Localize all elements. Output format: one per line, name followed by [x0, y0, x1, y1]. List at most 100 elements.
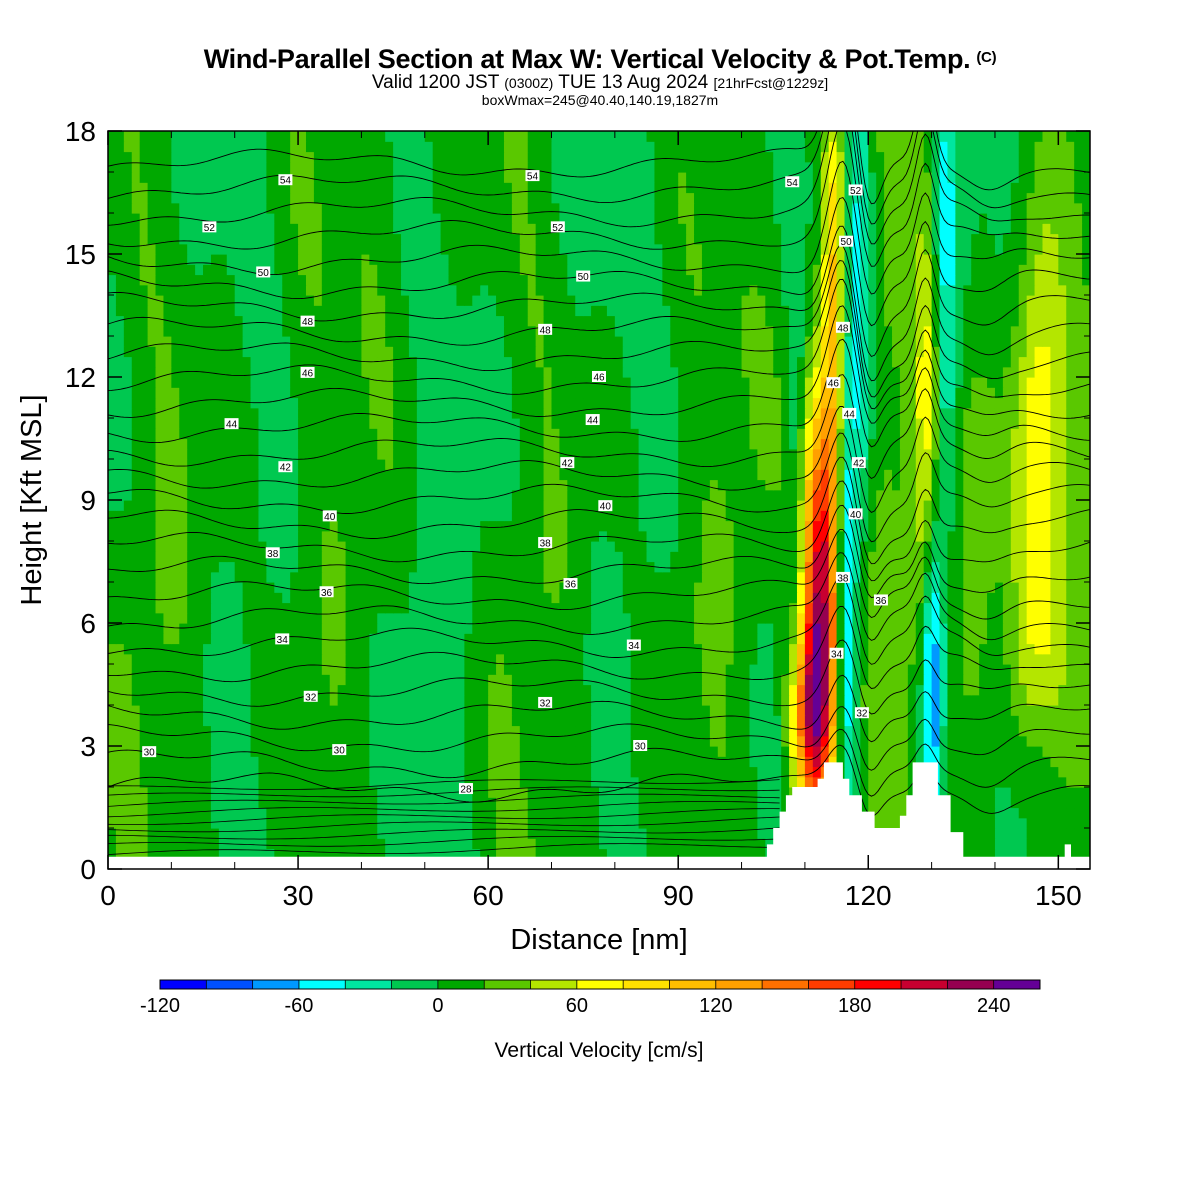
- w-cell: [226, 746, 236, 757]
- w-cell: [892, 500, 901, 511]
- w-cell: [163, 787, 172, 798]
- w-cell: [622, 694, 632, 706]
- w-cell: [1042, 838, 1051, 850]
- w-cell: [290, 735, 299, 747]
- w-cell: [210, 510, 220, 522]
- w-cell: [448, 500, 458, 511]
- w-cell: [606, 848, 616, 860]
- w-cell: [155, 684, 165, 696]
- w-cell: [393, 664, 402, 675]
- w-cell: [1034, 592, 1044, 604]
- w-cell: [123, 602, 133, 614]
- w-cell: [575, 817, 584, 829]
- w-cell: [1026, 479, 1036, 491]
- w-cell: [456, 592, 465, 604]
- w-cell: [226, 694, 236, 706]
- w-cell: [654, 489, 663, 501]
- w-cell: [511, 633, 521, 645]
- w-cell: [994, 715, 1004, 727]
- w-cell: [535, 602, 545, 614]
- w-cell: [108, 582, 117, 593]
- w-cell: [234, 623, 244, 634]
- w-cell: [559, 776, 568, 788]
- w-cell: [393, 541, 402, 552]
- w-cell: [741, 541, 751, 552]
- w-cell: [527, 766, 537, 778]
- w-cell: [377, 500, 386, 511]
- w-cell: [1042, 479, 1051, 491]
- w-cell: [519, 561, 529, 573]
- w-cell: [115, 838, 125, 850]
- w-cell: [480, 530, 489, 542]
- w-cell: [717, 817, 727, 829]
- w-cell: [195, 571, 204, 583]
- w-cell: [567, 510, 576, 522]
- w-cell: [401, 530, 410, 542]
- w-cell: [614, 848, 624, 860]
- w-cell: [654, 766, 663, 778]
- w-cell: [1002, 582, 1012, 593]
- w-cell: [979, 756, 988, 768]
- w-cell: [725, 500, 735, 511]
- w-cell: [1058, 766, 1067, 778]
- w-cell: [646, 746, 656, 757]
- w-cell: [123, 551, 133, 563]
- w-cell: [1002, 694, 1012, 706]
- w-cell: [559, 561, 568, 573]
- w-cell: [1042, 725, 1051, 737]
- w-cell: [345, 489, 355, 501]
- w-cell: [377, 623, 386, 634]
- w-cell: [298, 797, 307, 809]
- w-cell: [892, 787, 901, 798]
- w-cell: [670, 735, 679, 747]
- w-cell: [1050, 684, 1059, 696]
- w-cell: [171, 582, 180, 593]
- w-cell: [749, 571, 758, 583]
- w-cell: [416, 848, 426, 860]
- w-cell: [583, 582, 592, 593]
- w-cell: [1026, 674, 1036, 686]
- w-cell: [139, 776, 149, 788]
- w-cell: [131, 469, 141, 481]
- w-cell: [709, 756, 719, 768]
- w-cell: [606, 551, 616, 563]
- w-cell: [1058, 541, 1067, 552]
- w-cell: [258, 571, 267, 583]
- w-cell: [1042, 848, 1051, 860]
- w-cell: [472, 469, 481, 481]
- w-cell: [994, 510, 1004, 522]
- w-cell: [654, 530, 663, 542]
- w-cell: [115, 705, 125, 716]
- w-cell: [741, 623, 751, 634]
- w-cell: [393, 643, 402, 655]
- w-cell: [812, 684, 822, 696]
- w-cell: [480, 592, 489, 604]
- w-cell: [408, 705, 418, 716]
- w-cell: [812, 653, 822, 665]
- w-cell: [290, 725, 299, 737]
- w-cell: [884, 643, 893, 655]
- w-cell: [1066, 756, 1075, 768]
- w-cell: [282, 776, 291, 788]
- w-cell: [274, 684, 283, 696]
- w-cell: [163, 735, 172, 747]
- w-cell: [567, 489, 576, 501]
- w-cell: [606, 746, 616, 757]
- w-cell: [765, 551, 774, 563]
- w-cell: [725, 838, 735, 850]
- w-cell: [313, 848, 323, 860]
- w-cell: [488, 838, 497, 850]
- w-cell: [179, 664, 188, 675]
- w-cell: [179, 520, 188, 532]
- w-cell: [163, 705, 172, 716]
- w-cell: [796, 776, 806, 788]
- w-cell: [408, 776, 418, 788]
- w-cell: [305, 592, 315, 604]
- w-cell: [923, 735, 933, 747]
- w-cell: [892, 571, 901, 583]
- w-cell: [963, 612, 972, 624]
- w-cell: [218, 623, 228, 634]
- w-cell: [274, 520, 283, 532]
- w-cell: [567, 756, 576, 768]
- w-cell: [694, 653, 703, 665]
